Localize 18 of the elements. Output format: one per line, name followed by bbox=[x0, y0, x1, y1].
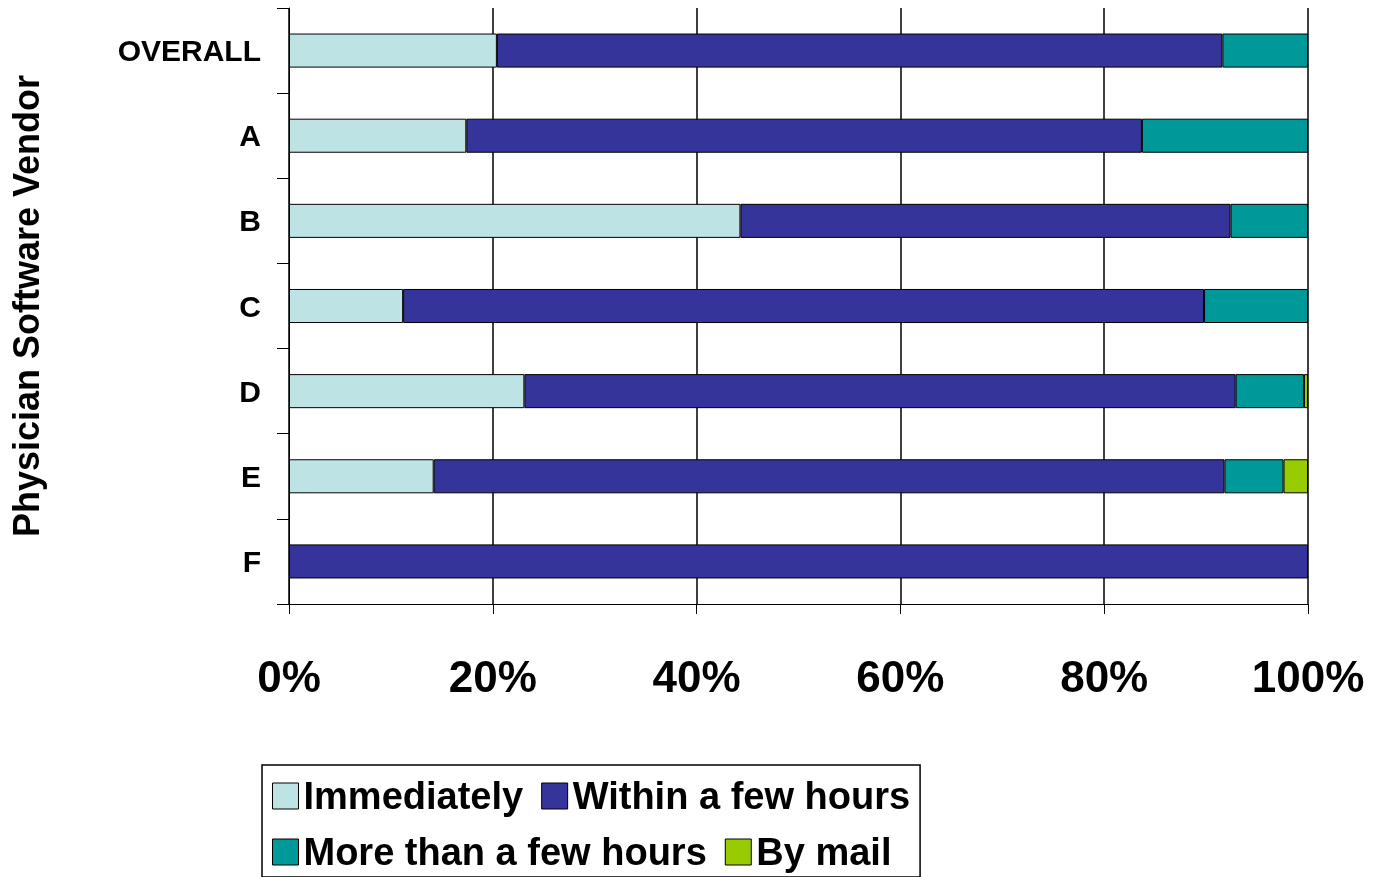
y-tick-label: OVERALL bbox=[117, 34, 261, 68]
legend-label: Within a few hours bbox=[572, 775, 911, 817]
legend-label: By mail bbox=[756, 831, 892, 873]
legend-label: More than a few hours bbox=[303, 831, 707, 873]
y-tick-label: C bbox=[239, 289, 261, 323]
y-tick-label: D bbox=[239, 374, 261, 408]
y-tick-label: F bbox=[242, 544, 261, 578]
x-tick-label: 0% bbox=[257, 651, 321, 701]
x-tick-label: 60% bbox=[856, 651, 945, 701]
y-tick-label: E bbox=[240, 459, 261, 493]
x-tick-label: 80% bbox=[1060, 651, 1149, 701]
legend-label: Immediately bbox=[303, 775, 524, 817]
y-tick-label: A bbox=[239, 119, 261, 153]
x-tick-label: 20% bbox=[448, 651, 537, 701]
y-axis-title: Physician Software Vendor bbox=[5, 74, 47, 538]
x-tick-label: 40% bbox=[652, 651, 741, 701]
x-tick-label: 100% bbox=[1251, 651, 1365, 701]
y-tick-label: B bbox=[239, 204, 261, 238]
